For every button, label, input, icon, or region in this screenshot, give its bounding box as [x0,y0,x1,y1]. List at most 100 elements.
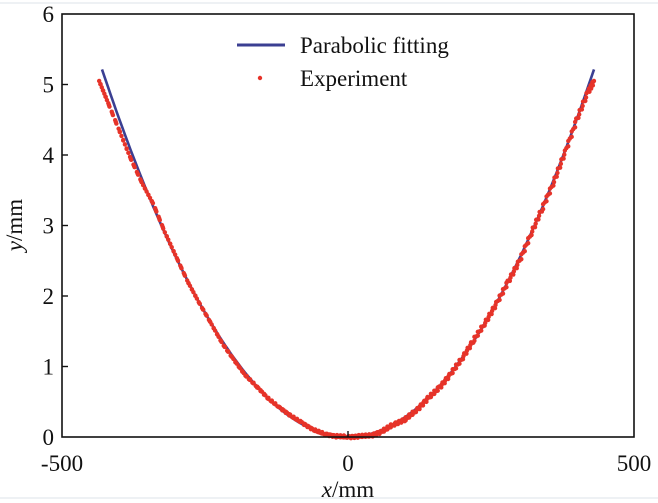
legend-experiment-label: Experiment [300,66,408,91]
experiment-point [216,334,221,339]
experiment-point [167,241,173,247]
experiment-point [226,349,231,354]
experiment-point [144,189,149,194]
legend: Parabolic fitting Experiment [237,33,449,91]
experiment-point [128,157,134,163]
experiment-point [219,339,224,345]
experiment-point [511,269,517,274]
experiment-point [530,229,535,234]
experiment-point [557,165,563,170]
experiment-point [126,150,131,156]
experiment-point [544,199,549,204]
experiment-point [479,328,484,333]
x-axis-var: x [321,477,333,502]
y-axis-label: y/mm [2,199,27,253]
experiment-point [500,291,506,296]
experiment-point [135,172,141,177]
y-axis-var: y [2,240,27,253]
experiment-point [547,191,553,196]
experiment-point [504,285,509,290]
experiment-point [450,370,455,376]
experiment-point [194,296,200,301]
experiment-point [251,380,256,385]
experiment-point [197,301,202,306]
experiment-point [453,366,459,371]
legend-fit-label: Parabolic fitting [300,33,449,58]
experiment-point [536,217,541,222]
experiment-point [525,240,531,246]
experiment-point [457,361,462,366]
experiment-point [132,165,137,170]
experiment-point [187,283,193,289]
experiment-point [580,103,585,109]
experiment-point [562,152,567,157]
experiment-point [204,313,209,318]
experiment-point [540,206,546,212]
legend-experiment-swatch [257,75,263,81]
y-tick-label: 0 [43,425,55,450]
experiment-point [475,333,481,338]
experiment-point [583,98,588,104]
experiment-point [110,112,116,118]
experiment-point [140,182,146,188]
experiment-point [551,183,556,188]
experiment-point [172,252,178,257]
experiment-point [590,83,596,88]
experiment-point [558,161,564,166]
x-axis-label: x/mm [321,477,374,502]
experiment-point [583,95,589,100]
experiment-point [577,112,582,117]
y-tick-label: 4 [43,143,55,168]
experiment-point [532,224,538,230]
experiment-point [166,237,171,242]
experiment-point [121,138,126,143]
y-axis-unit: /mm [2,199,27,241]
y-tick-label: 1 [43,355,55,380]
x-tick-label: -500 [41,451,83,476]
experiment-point [555,170,560,176]
experiment-point [162,230,168,235]
experiment-point [519,257,524,262]
experiment-point [154,209,159,214]
experiment-point [103,94,108,99]
experiment-point [107,104,112,109]
y-tick-label: 6 [43,2,55,27]
x-tick-label: 0 [342,451,354,476]
experiment-point [222,344,228,350]
experiment-point [566,144,571,149]
experiment-point [147,195,153,201]
experiment-point [569,134,574,140]
y-tick-label: 2 [43,284,55,309]
experiment-point [591,78,597,84]
chart-marks [96,68,597,441]
experiment-point [161,226,166,231]
experiment-point [522,248,527,254]
experiment-point [191,289,196,295]
y-tick-label: 5 [43,73,55,98]
experiment-point [100,88,106,93]
experiment-point [247,377,253,382]
experiment-point [244,373,249,379]
x-axis-unit: /mm [332,477,374,502]
experiment-point [201,307,206,312]
experiment-point [150,200,156,206]
experiment-point [508,275,513,280]
y-tick-label: 3 [43,214,55,239]
experiment-point [529,232,534,238]
experiment-point [561,156,566,161]
experiment-point [179,266,184,271]
experiment-point [554,174,559,179]
experiment-point [572,119,578,125]
experiment-point [497,297,502,303]
experiment-point [576,115,581,121]
experiment-point [157,217,162,223]
experiment-point [435,388,440,393]
x-tick-label: 500 [617,451,652,476]
experiment-point [117,129,122,135]
experiment-point [572,125,578,130]
experiment-point [472,338,477,344]
experiment-point [182,273,188,278]
experiment-point [171,249,176,254]
experiment-point [209,322,214,327]
